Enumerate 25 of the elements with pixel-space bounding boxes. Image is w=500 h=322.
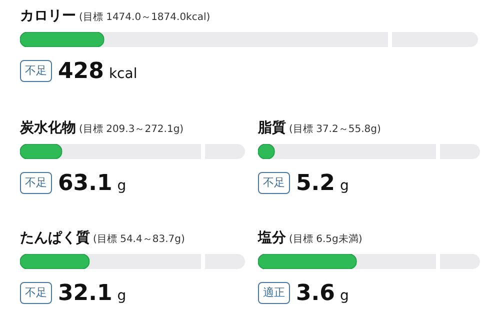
text: 不足 bbox=[20, 60, 52, 82]
data-label: 428 bbox=[58, 58, 104, 84]
data-label: 63.1 bbox=[58, 170, 112, 196]
text: (目標 6.5g未満) bbox=[289, 234, 362, 245]
text: kcal bbox=[108, 66, 138, 82]
text: 不足 bbox=[258, 172, 290, 194]
data-label: 3.6 bbox=[296, 280, 335, 306]
text: (目標 54.4～83.7g) bbox=[93, 234, 185, 245]
text: 炭水化物 bbox=[20, 120, 76, 136]
data-label: 5.2 bbox=[296, 170, 335, 196]
text: 塩分 bbox=[258, 230, 286, 246]
text: g bbox=[340, 288, 349, 304]
text: 脂質 bbox=[258, 120, 286, 136]
data-label: 32.1 bbox=[58, 280, 112, 306]
text: (目標 37.2～55.8g) bbox=[289, 124, 381, 135]
text: g bbox=[117, 178, 126, 194]
text: 不足 bbox=[20, 172, 52, 194]
text: カロリー bbox=[20, 8, 76, 24]
text: 適正 bbox=[258, 282, 290, 304]
text: たんぱく質 bbox=[20, 230, 90, 246]
text: g bbox=[117, 288, 126, 304]
text: 不足 bbox=[20, 282, 52, 304]
text: (目標 209.3～272.1g) bbox=[79, 124, 184, 135]
text: g bbox=[340, 178, 349, 194]
text: (目標 1474.0～1874.0kcal) bbox=[79, 12, 210, 23]
